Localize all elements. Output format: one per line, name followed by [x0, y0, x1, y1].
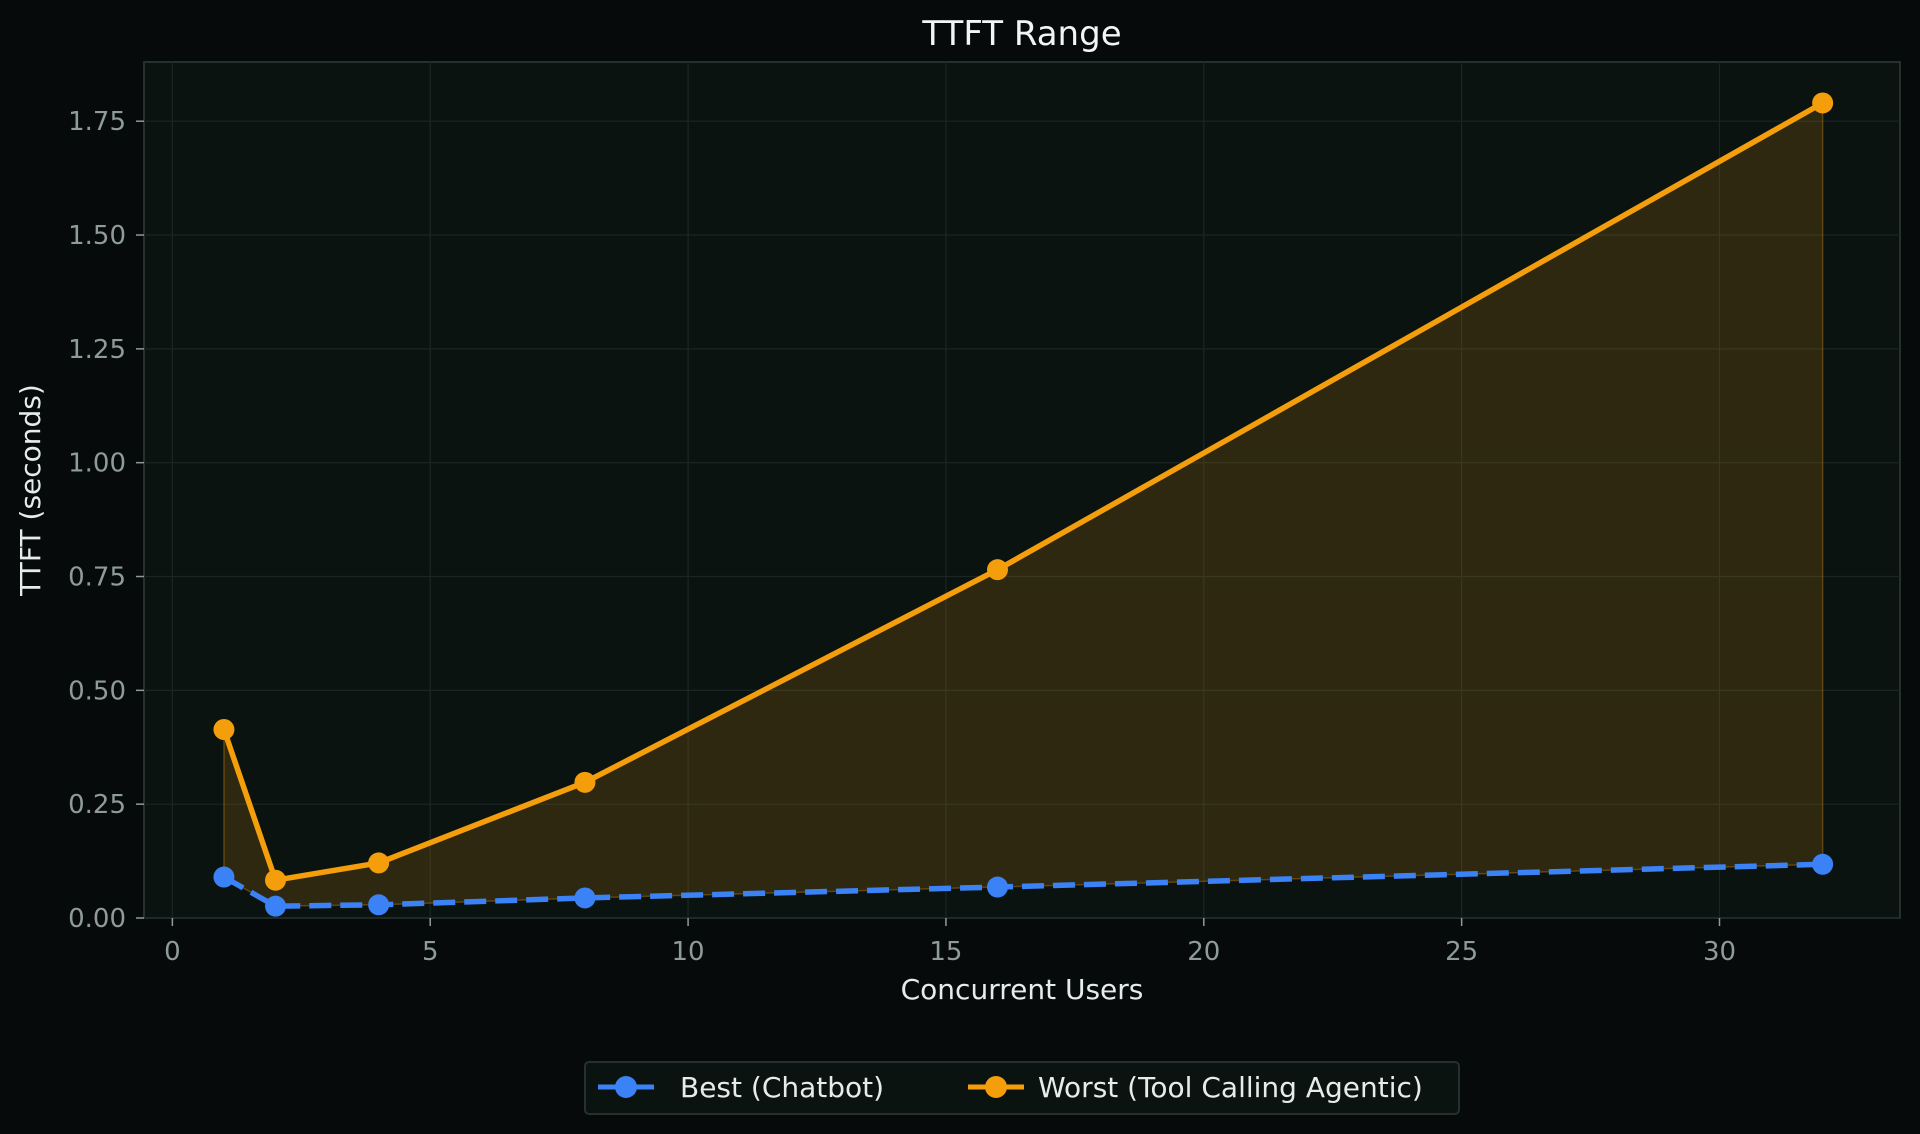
- y-axis: 0.00 0.25 0.50 0.75 1.00 1.25 1.50 1.75: [68, 107, 144, 934]
- x-tick-label: 15: [929, 937, 962, 967]
- data-point-marker: [1812, 92, 1834, 114]
- y-tick-label: 1.50: [68, 221, 126, 251]
- legend-worst-label: Worst (Tool Calling Agentic): [1038, 1071, 1423, 1104]
- x-tick-label: 5: [422, 937, 439, 967]
- grid-lines: [144, 62, 1900, 919]
- y-axis-title: TTFT (seconds): [14, 384, 47, 597]
- legend: Best (Chatbot) Worst (Tool Calling Agent…: [584, 1061, 1460, 1115]
- chart-title: TTFT Range: [921, 14, 1121, 54]
- legend-best-label: Best (Chatbot): [680, 1071, 884, 1104]
- y-tick-label: 1.25: [68, 335, 126, 365]
- data-point-marker: [1812, 853, 1834, 875]
- x-tick-label: 10: [672, 937, 705, 967]
- data-point-marker: [987, 876, 1009, 898]
- data-point-marker: [265, 869, 287, 891]
- data-point-marker: [213, 718, 235, 740]
- data-point-marker: [368, 852, 390, 874]
- y-tick-label: 0.75: [68, 563, 126, 593]
- legend-item-worst: Worst (Tool Calling Agentic): [968, 1071, 1423, 1104]
- plot-area: [143, 61, 1901, 919]
- x-tick-label: 0: [164, 937, 181, 967]
- x-tick-label: 20: [1187, 937, 1220, 967]
- data-point-marker: [574, 887, 596, 909]
- y-tick-label: 1.00: [68, 449, 126, 479]
- data-point-marker: [265, 895, 287, 917]
- x-tick-label: 30: [1703, 937, 1736, 967]
- x-axis-title: Concurrent Users: [901, 973, 1144, 1006]
- x-tick-label: 25: [1445, 937, 1478, 967]
- data-series: [213, 92, 1834, 917]
- data-point-marker: [987, 559, 1009, 581]
- legend-worst-marker-icon: [985, 1076, 1007, 1098]
- legend-best-marker-icon: [615, 1076, 637, 1098]
- y-tick-label: 0.00: [68, 904, 126, 934]
- y-tick-label: 0.50: [68, 676, 126, 706]
- x-axis: 0 5 10 15 20 25 30: [164, 918, 1736, 967]
- y-tick-label: 1.75: [68, 107, 126, 137]
- data-point-marker: [574, 771, 596, 793]
- legend-item-best: Best (Chatbot): [598, 1071, 884, 1104]
- data-point-marker: [213, 866, 235, 888]
- y-tick-label: 0.25: [68, 790, 126, 820]
- worst-series-line: [221, 100, 1824, 883]
- data-point-marker: [368, 894, 390, 916]
